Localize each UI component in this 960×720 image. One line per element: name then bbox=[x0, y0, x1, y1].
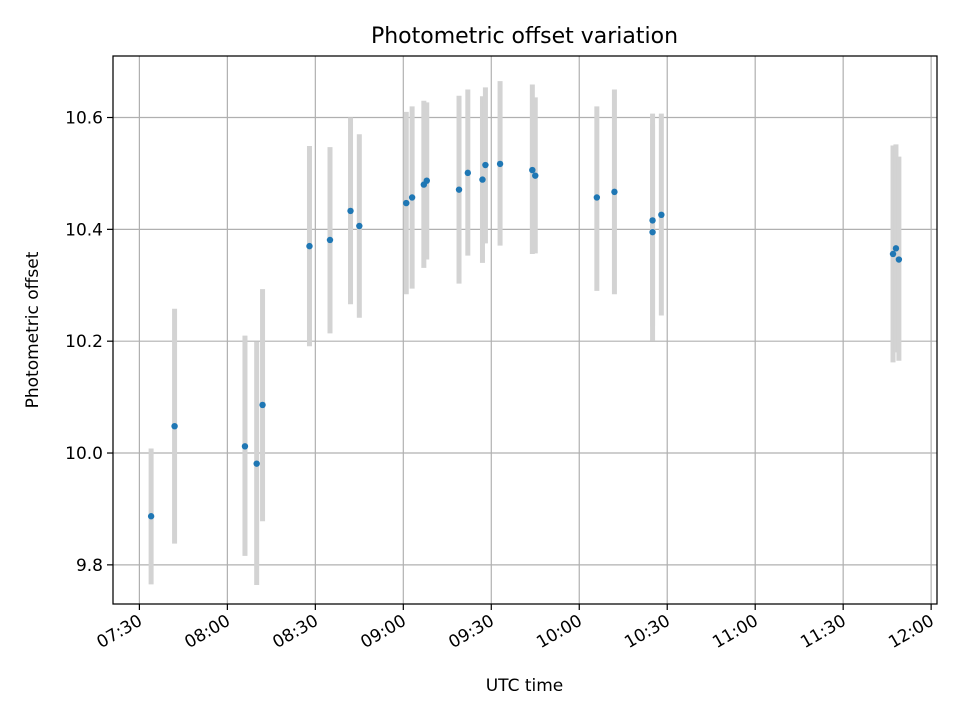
grid bbox=[113, 56, 937, 604]
plot-area-frame bbox=[112, 55, 938, 605]
y-tick-label: 10.4 bbox=[65, 220, 103, 240]
data-point bbox=[171, 422, 178, 430]
data-point bbox=[356, 222, 363, 230]
data-point bbox=[423, 177, 430, 184]
data-point bbox=[455, 186, 463, 193]
data-point bbox=[482, 161, 489, 169]
data-point bbox=[532, 172, 539, 179]
y-tick-label: 10.0 bbox=[65, 444, 103, 464]
data-point bbox=[347, 207, 354, 215]
data-point bbox=[408, 194, 416, 201]
data-point bbox=[479, 176, 486, 183]
data-point bbox=[306, 242, 313, 250]
y-axis-ticks: 9.8 10.0 10.2 10.4 10.6 bbox=[65, 109, 113, 576]
data-point bbox=[326, 236, 334, 244]
data-points bbox=[147, 160, 903, 520]
data-point bbox=[611, 188, 618, 196]
data-point bbox=[593, 194, 601, 201]
data-point bbox=[649, 217, 656, 224]
data-point bbox=[649, 228, 656, 236]
data-point bbox=[889, 250, 897, 258]
data-point bbox=[464, 169, 472, 177]
data-point bbox=[147, 513, 155, 520]
data-point bbox=[403, 199, 410, 207]
data-point bbox=[892, 245, 900, 252]
y-axis-label: Photometric offset bbox=[23, 251, 43, 408]
data-point bbox=[253, 460, 260, 467]
x-axis-label: UTC time bbox=[486, 676, 564, 696]
data-point bbox=[895, 256, 903, 263]
data-point bbox=[496, 160, 504, 168]
data-point bbox=[241, 443, 249, 450]
y-tick-label: 10.6 bbox=[65, 109, 103, 129]
chart-title: Photometric offset variation bbox=[371, 24, 678, 49]
data-point bbox=[259, 401, 266, 409]
y-tick-label: 10.2 bbox=[65, 332, 103, 352]
y-tick-label: 9.8 bbox=[76, 556, 103, 576]
data-point bbox=[658, 211, 665, 219]
data-point bbox=[529, 166, 536, 174]
